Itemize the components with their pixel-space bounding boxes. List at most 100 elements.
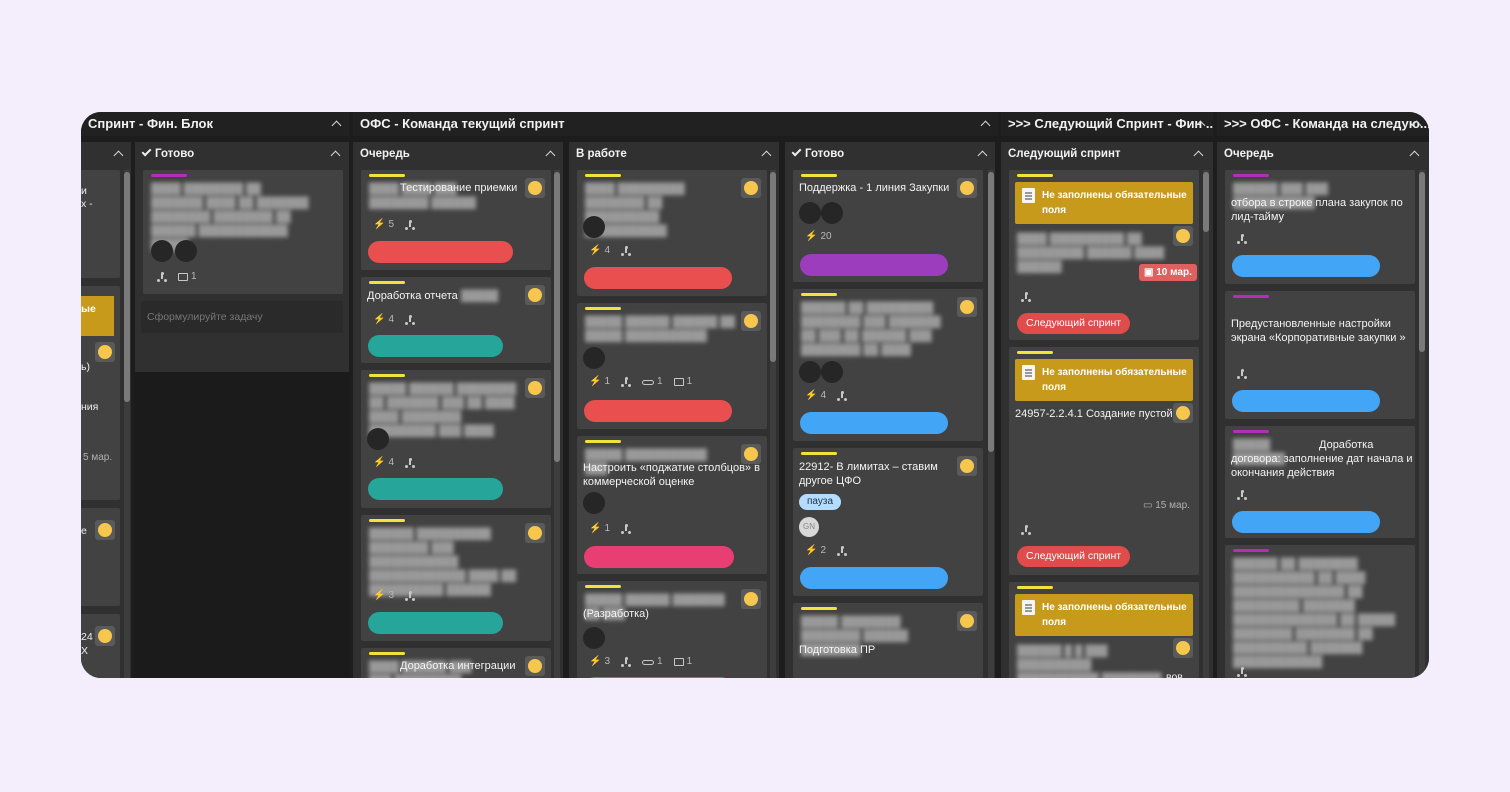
group-header-fin-sprint[interactable]: Спринт - Фин. Блок bbox=[81, 112, 349, 136]
column-header[interactable]: Готово bbox=[785, 142, 995, 166]
person-avatar[interactable] bbox=[799, 202, 821, 224]
task-card[interactable]: Предустановленные настройки экрана «Корп… bbox=[1225, 291, 1415, 419]
task-card[interactable]: █████ ██████ ██████ ██ █████ ███████████… bbox=[577, 303, 767, 429]
column-header[interactable]: Готово bbox=[135, 142, 349, 166]
person-avatar[interactable] bbox=[583, 627, 605, 649]
task-card[interactable]: ██████ ██ ████████ ███████████ ██ ████ █… bbox=[1225, 545, 1415, 678]
person-avatar[interactable] bbox=[821, 202, 843, 224]
avatar[interactable] bbox=[741, 589, 761, 609]
task-card[interactable]: ████ ████████ ██ ███████ ████ ██ ███████… bbox=[143, 170, 343, 294]
avatar[interactable] bbox=[1173, 226, 1193, 246]
card-partial[interactable]: е bbox=[81, 508, 120, 606]
status-pill[interactable]: Следующий спринт bbox=[1017, 313, 1131, 334]
task-card[interactable]: Не заполнены обязательные поля ████ ████… bbox=[1009, 170, 1199, 340]
label-pill[interactable] bbox=[368, 241, 513, 263]
task-card[interactable]: █████ ██████ ███████ ██ ███ (Разработка)… bbox=[577, 581, 767, 678]
chevron-up-icon[interactable] bbox=[113, 150, 124, 161]
label-pill[interactable] bbox=[800, 412, 948, 434]
label-pill[interactable] bbox=[584, 400, 732, 422]
status-tag[interactable]: пауза bbox=[799, 494, 842, 510]
label-pill[interactable] bbox=[800, 254, 948, 276]
person-avatar[interactable] bbox=[583, 492, 605, 514]
avatar[interactable] bbox=[525, 523, 545, 543]
column-header[interactable]: В работе bbox=[569, 142, 779, 166]
task-card[interactable]: ██████ ██████████ ████████ ███ █████████… bbox=[361, 515, 551, 641]
blurred-text: ██████ ██████████ ████████ ███ █████████… bbox=[369, 528, 517, 596]
new-task-input[interactable]: Сформулируйте задачу bbox=[141, 301, 343, 333]
person-avatar[interactable] bbox=[367, 428, 389, 450]
group-header-next-ofs[interactable]: >>> ОФС - Команда на следую... bbox=[1217, 112, 1429, 136]
scrollbar[interactable] bbox=[1419, 170, 1425, 678]
column-header[interactable]: Следующий спринт bbox=[1001, 142, 1213, 166]
person-avatar[interactable] bbox=[151, 240, 173, 262]
label-pill[interactable] bbox=[584, 677, 732, 678]
chevron-up-icon[interactable] bbox=[331, 120, 342, 131]
person-avatar[interactable] bbox=[821, 361, 843, 383]
label-pill[interactable] bbox=[368, 478, 503, 500]
task-card[interactable]: Доработка отчета █████ ⚡ 4 bbox=[361, 277, 551, 363]
card-title: (Разработка) bbox=[583, 608, 649, 620]
task-card[interactable]: 22912- В лимитах – ставим другое ЦФО пау… bbox=[793, 448, 983, 596]
task-card[interactable]: Не заполнены обязательные поля 24957-2.2… bbox=[1009, 347, 1199, 575]
avatar[interactable] bbox=[741, 311, 761, 331]
person-avatar[interactable] bbox=[583, 216, 605, 238]
task-card[interactable]: ██████ ███ ███ ███████████ отбора в стро… bbox=[1225, 170, 1415, 284]
avatar[interactable] bbox=[1173, 638, 1193, 658]
avatar[interactable] bbox=[741, 444, 761, 464]
bolt-icon: ⚡ bbox=[589, 245, 602, 256]
scrollbar[interactable] bbox=[124, 170, 130, 678]
avatar[interactable] bbox=[957, 611, 977, 631]
task-card[interactable]: █████ ███████████ ███ Настроить «поджати… bbox=[577, 436, 767, 574]
avatar[interactable] bbox=[957, 297, 977, 317]
label-pill[interactable] bbox=[584, 546, 734, 568]
avatar[interactable] bbox=[525, 656, 545, 676]
avatar[interactable] bbox=[525, 285, 545, 305]
task-card[interactable]: ██████ ██ █████████ ████████ ███ ███████… bbox=[793, 289, 983, 441]
label-pill[interactable] bbox=[1232, 511, 1380, 533]
task-card[interactable]: ████ █████████ ████████ ██ ██████████ ██… bbox=[577, 170, 767, 296]
scrollbar[interactable] bbox=[1203, 170, 1209, 678]
priority-stripe bbox=[1017, 351, 1053, 354]
person-avatar[interactable] bbox=[799, 361, 821, 383]
scrollbar[interactable] bbox=[988, 170, 994, 678]
column-header[interactable]: Очередь bbox=[1217, 142, 1429, 166]
status-pill[interactable]: Следующий спринт bbox=[1017, 546, 1131, 567]
avatar[interactable] bbox=[1173, 403, 1193, 423]
task-card[interactable]: ████ ██████ ███ ███ █████████ Доработка … bbox=[361, 648, 551, 678]
person-avatar[interactable] bbox=[583, 347, 605, 369]
card-title: Доработка договора: заполнение дат начал… bbox=[1231, 439, 1413, 479]
task-card[interactable]: Не заполнены обязательные поля ██████ █ … bbox=[1009, 582, 1199, 678]
avatar[interactable] bbox=[525, 178, 545, 198]
avatar[interactable] bbox=[525, 378, 545, 398]
label-pill[interactable] bbox=[1232, 390, 1380, 412]
scrollbar[interactable] bbox=[554, 170, 560, 678]
document-icon bbox=[1022, 365, 1035, 380]
task-card[interactable]: Поддержка - 1 линия Закупки ⚡ 20 bbox=[793, 170, 983, 282]
chevron-up-icon[interactable] bbox=[980, 120, 991, 131]
scrollbar[interactable] bbox=[770, 170, 776, 678]
task-card[interactable]: █████ ████████ ████████ ██████ ████████ … bbox=[793, 603, 983, 678]
label-pill[interactable] bbox=[584, 267, 732, 289]
group-header-ofs-current[interactable]: ОФС - Команда текущий спринт bbox=[353, 112, 998, 136]
label-pill[interactable] bbox=[368, 335, 503, 357]
column-header[interactable]: Очередь bbox=[353, 142, 563, 166]
card-partial[interactable]: и х - bbox=[81, 170, 120, 278]
avatar[interactable] bbox=[741, 178, 761, 198]
avatar[interactable] bbox=[957, 178, 977, 198]
avatar[interactable] bbox=[95, 342, 115, 362]
user-initials-avatar[interactable]: GN bbox=[799, 517, 819, 537]
task-card[interactable]: █████ ███████ Доработка договора: заполн… bbox=[1225, 426, 1415, 538]
due-date-badge[interactable]: ▣ 10 мар. bbox=[1139, 264, 1197, 281]
card-partial[interactable]: 24 Х bbox=[81, 614, 120, 678]
label-pill[interactable] bbox=[1232, 255, 1380, 277]
label-pill[interactable] bbox=[800, 567, 948, 589]
group-header-next-fin[interactable]: >>> Следующий Спринт - Фин ... bbox=[1001, 112, 1213, 136]
card-partial[interactable]: ые ь) ния 5 мар. bbox=[81, 286, 120, 500]
avatar[interactable] bbox=[95, 520, 115, 540]
label-pill[interactable] bbox=[368, 612, 503, 634]
person-avatar[interactable] bbox=[175, 240, 197, 262]
avatar[interactable] bbox=[957, 456, 977, 476]
avatar[interactable] bbox=[95, 626, 115, 646]
task-card[interactable]: ████ ████ ███ ████████ ██████ Тестирован… bbox=[361, 170, 551, 270]
task-card[interactable]: █████ ██████ ████████ ██ ███████ ███ ██ … bbox=[361, 370, 551, 508]
